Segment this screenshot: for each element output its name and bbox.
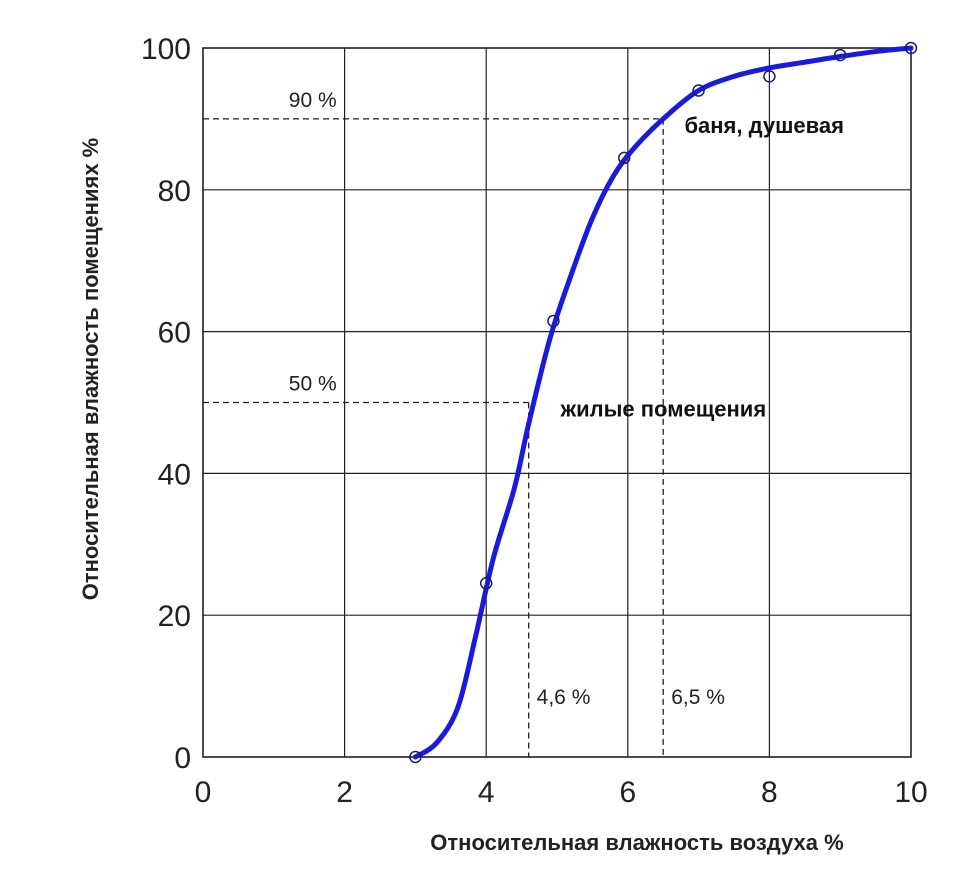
data-point xyxy=(904,41,918,55)
data-point xyxy=(618,151,631,165)
y-tick-label: 60 xyxy=(158,317,191,350)
data-points xyxy=(409,41,918,764)
reference-y-label: 50 % xyxy=(289,373,337,396)
reference-lines: 90 % 6,5 % 50 % 4,6 % xyxy=(203,89,725,757)
data-point xyxy=(763,70,776,83)
x-tick-label: 0 xyxy=(195,776,212,809)
y-axis-title: Относительная влажность помещениях % xyxy=(78,138,103,601)
data-point xyxy=(479,577,493,590)
y-tick-label: 80 xyxy=(158,175,191,208)
x-axis-title: Относительная влажность воздуха % xyxy=(430,830,843,855)
reference-x-label: 6,5 % xyxy=(671,686,725,709)
data-point xyxy=(547,314,560,328)
x-tick-label: 2 xyxy=(336,776,353,809)
x-tick-label: 4 xyxy=(478,776,495,809)
y-tick-label: 0 xyxy=(174,742,191,775)
y-tick-label: 40 xyxy=(158,458,191,491)
annotation-label: баня, душевая xyxy=(684,113,844,138)
y-tick-label: 100 xyxy=(141,33,191,66)
x-tick-label: 6 xyxy=(619,776,636,809)
y-tick-label: 20 xyxy=(158,600,191,633)
annotations: баня, душевая жилые помещения xyxy=(560,113,844,422)
x-tick-label: 8 xyxy=(761,776,778,809)
grid xyxy=(202,47,912,758)
reference-x-label: 4,6 % xyxy=(537,686,591,709)
plot-frame xyxy=(202,47,912,758)
data-point xyxy=(692,84,705,97)
data-point xyxy=(833,48,847,62)
x-tick-label: 10 xyxy=(894,776,927,809)
series-line xyxy=(412,45,914,760)
reference-y-label: 90 % xyxy=(289,89,337,112)
annotation-label: жилые помещения xyxy=(560,397,767,422)
data-point xyxy=(409,750,422,764)
